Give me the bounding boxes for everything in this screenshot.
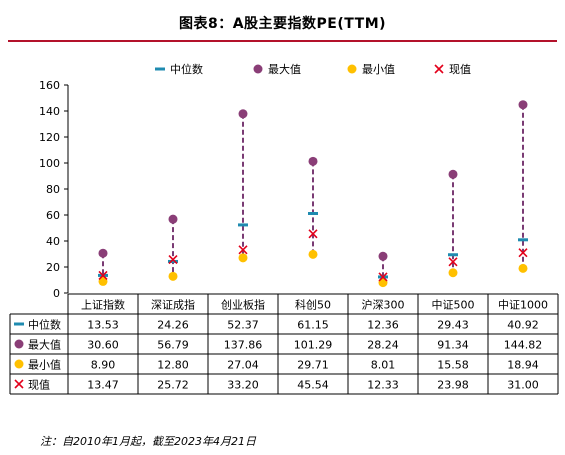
data-label: 12.36 (367, 319, 399, 332)
y-tick-label: 0 (53, 287, 60, 300)
current-marker (168, 254, 178, 265)
x-tick-label: 中证1000 (498, 299, 548, 312)
x-tick-label: 创业板指 (221, 298, 265, 312)
current-marker (14, 379, 24, 389)
min-marker (14, 359, 24, 369)
max-marker (518, 100, 528, 110)
data-label: 52.37 (227, 319, 259, 332)
min-marker (448, 268, 458, 278)
max-marker (14, 339, 24, 349)
y-tick-label: 160 (39, 79, 60, 92)
data-label: 61.15 (297, 319, 329, 332)
data-label: 137.86 (224, 339, 263, 352)
x-tick-label: 深证成指 (151, 298, 195, 312)
x-tick-label: 科创50 (295, 298, 331, 312)
data-label: 12.80 (157, 359, 189, 372)
data-label: 8.90 (91, 359, 116, 372)
data-label: 91.34 (437, 339, 469, 352)
min-marker (168, 271, 178, 281)
data-label: 30.60 (87, 339, 119, 352)
x-tick-label: 中证500 (432, 299, 475, 312)
data-label: 13.53 (87, 319, 119, 332)
legend-label-max: 最大值 (268, 62, 301, 76)
max-marker (238, 109, 248, 119)
y-tick-label: 140 (39, 105, 60, 118)
table-row-label-median: 中位数 (28, 318, 61, 332)
data-label: 40.92 (507, 319, 539, 332)
max-marker (168, 214, 178, 224)
table-row-label-min: 最小值 (28, 359, 61, 372)
min-marker (308, 249, 318, 259)
current-marker (448, 257, 458, 267)
y-tick-label: 120 (39, 131, 60, 144)
data-label: 8.01 (371, 359, 396, 372)
data-label: 33.20 (227, 379, 259, 392)
data-label: 31.00 (507, 379, 539, 392)
legend-label-current: 现值 (449, 63, 471, 76)
max-marker (378, 251, 388, 261)
max-marker (448, 169, 458, 179)
data-label: 24.26 (157, 319, 189, 332)
table-row-label-max: 最大值 (28, 338, 61, 352)
table-row-label-current: 现值 (28, 379, 50, 392)
data-label: 29.71 (297, 359, 329, 372)
data-label: 27.04 (227, 359, 259, 372)
current-marker (378, 272, 388, 282)
max-marker (308, 156, 318, 166)
x-tick-label: 上证指数 (81, 298, 125, 312)
y-tick-label: 20 (46, 261, 60, 274)
y-tick-label: 100 (39, 157, 60, 170)
data-label: 56.79 (157, 339, 189, 352)
data-label: 28.24 (367, 339, 399, 352)
x-tick-label: 沪深300 (362, 298, 405, 312)
max-marker (98, 248, 108, 258)
title-divider (8, 40, 557, 42)
data-label: 15.58 (437, 359, 469, 372)
data-label: 12.33 (367, 379, 399, 392)
data-label: 13.47 (87, 379, 119, 392)
y-tick-label: 60 (46, 209, 60, 222)
min-marker (347, 64, 357, 74)
y-tick-label: 40 (46, 235, 60, 248)
data-label: 18.94 (507, 359, 539, 372)
current-marker (238, 245, 248, 255)
current-marker (308, 229, 318, 239)
data-label: 144.82 (504, 339, 543, 352)
legend-label-min: 最小值 (362, 63, 395, 76)
y-tick-label: 80 (46, 183, 60, 196)
data-label: 25.72 (157, 379, 189, 392)
footnote: 注：自2010年1月起，截至2023年4月21日 (40, 435, 256, 448)
current-marker (98, 270, 108, 281)
max-marker (253, 64, 263, 74)
current-marker (518, 248, 528, 258)
current-marker (434, 64, 444, 74)
page-title: 图表8：A股主要指数PE(TTM) (178, 16, 387, 32)
data-label: 29.43 (437, 319, 469, 332)
min-marker (518, 263, 528, 273)
data-label: 23.98 (437, 379, 469, 392)
data-label: 45.54 (297, 379, 329, 392)
legend-label-median: 中位数 (170, 62, 203, 76)
min-marker (98, 276, 108, 286)
min-marker (238, 253, 248, 263)
data-label: 101.29 (294, 339, 333, 352)
